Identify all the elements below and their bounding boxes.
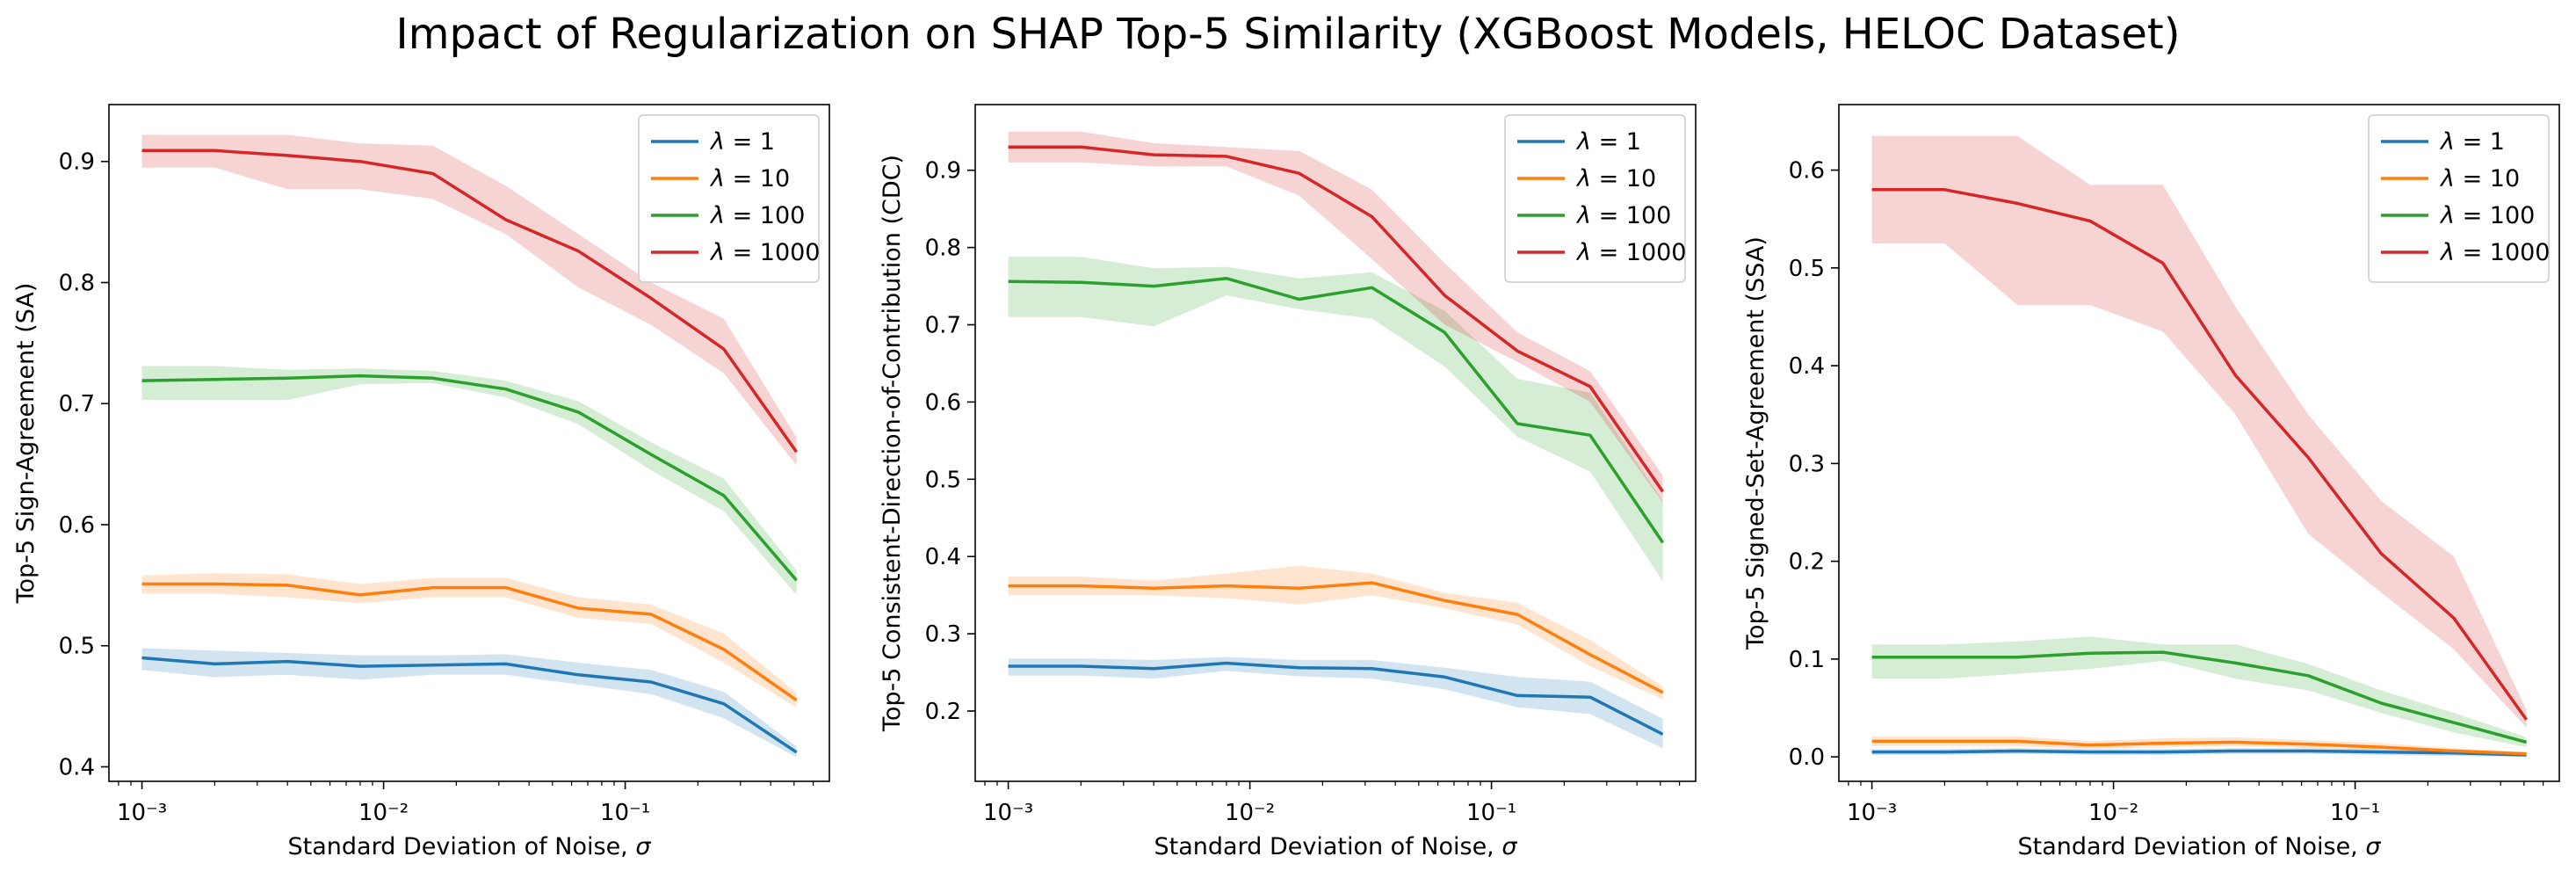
y-tick-label: 0.6 [1789,158,1825,185]
y-tick-label: 0.2 [925,699,961,725]
legend-label: λ = 1000 [2439,239,2551,266]
y-tick-label: 0.5 [1789,256,1825,282]
y-tick-label: 0.3 [1789,451,1825,477]
legend-box [638,114,820,283]
legend-label: λ = 1000 [1575,239,1687,266]
chart-panel-3: 0.0 0.1 0.2 0.3 0.4 0.5 0.6 10⁻³ 10⁻² 10⁻¹ Standar… [1742,104,2560,860]
confidence-band-series-2 [141,573,797,707]
x-tick-label: 10⁻¹ [600,800,650,826]
y-tick-label: 0.8 [59,270,95,296]
legend-label: λ = 10 [709,165,790,192]
legend-label: λ = 10 [2439,165,2520,192]
series-line-3 [1008,277,1665,544]
x-tick-label: 10⁻³ [117,800,167,826]
y-tick-label: 0.7 [925,313,961,339]
legend-label: λ = 10 [1575,165,1656,192]
plot-area [1871,135,2529,758]
confidence-band-series-2 [1008,565,1663,700]
legend-box [1504,114,1686,283]
plot-area [141,134,799,758]
legend-label: λ = 1000 [709,239,821,266]
y-tick-label: 0.5 [59,634,95,660]
x-tick-label: 10⁻² [1225,800,1275,826]
confidence-band-series-4 [1008,131,1663,503]
confidence-band-series-1 [1008,657,1663,749]
y-tick-label: 0.1 [1789,647,1825,673]
x-axis-label: Standard Deviation of Noise, σ [1154,833,1518,860]
legend-label: λ = 1 [709,128,775,156]
y-tick-label: 0.8 [925,236,961,262]
y-tick-label: 0.9 [925,158,961,185]
confidence-band-series-3 [1008,257,1663,582]
chart-panel-1: 0.4 0.5 0.6 0.7 0.8 0.9 10⁻³ 10⁻² 10⁻¹ Standard D… [12,104,830,860]
legend-label: λ = 1 [2439,128,2505,156]
series-line-2 [1008,581,1664,694]
series-line-2 [1871,739,2527,756]
y-axis-label: Top-5 Consistent-Direction-of-Contributi… [879,155,906,732]
legend-box [2368,114,2550,283]
axes-frame [1838,104,2560,782]
y-tick-label: 0.4 [1789,353,1825,380]
y-axis-label: Top-5 Sign-Agreement (SA) [12,283,40,605]
series-line-1 [1008,661,1664,736]
legend: λ = 1 λ = 10 λ = 100 λ = 1000 [638,114,821,283]
series-line-1 [1871,749,2527,757]
x-axis-label: Standard Deviation of Noise, σ [2018,833,2382,860]
x-tick-label: 10⁻² [2088,800,2138,826]
y-tick-label: 0.9 [59,149,95,176]
confidence-band-series-3 [141,366,797,595]
y-axis-label: Top-5 Signed-Set-Agreement (SSA) [1742,236,1769,650]
chart-panel-2: 0.2 0.3 0.4 0.5 0.6 0.7 0.8 0.9 10⁻³ 10⁻² 10⁻¹ Stan… [879,104,1697,860]
axes-frame [108,104,830,782]
y-tick-label: 0.3 [925,621,961,648]
confidence-band-series-3 [1871,636,2527,748]
y-tick-label: 0.2 [1789,549,1825,576]
legend-label: λ = 1 [1575,128,1641,156]
confidence-band-series-4 [1871,135,2527,728]
confidence-band-series-1 [141,648,797,758]
y-tick-label: 0.0 [1789,744,1825,771]
series-line-4 [1008,145,1665,493]
x-tick-label: 10⁻¹ [1466,800,1516,826]
legend-label: λ = 100 [2439,202,2535,229]
series-line-4 [141,149,799,454]
legend: λ = 1 λ = 10 λ = 100 λ = 1000 [2368,114,2551,283]
series-line-2 [141,582,798,702]
y-tick-label: 0.6 [59,512,95,539]
x-tick-label: 10⁻³ [983,800,1033,826]
y-tick-label: 0.4 [59,754,95,780]
y-tick-label: 0.7 [59,391,95,417]
x-tick-label: 10⁻² [358,800,409,826]
x-tick-label: 10⁻³ [1847,800,1897,826]
axes-frame [974,104,1697,782]
series-line-3 [1871,650,2528,744]
figure-title: Impact of Regularization on SHAP Top-5 S… [396,10,2181,59]
series-line-4 [1871,188,2529,721]
legend: λ = 1 λ = 10 λ = 100 λ = 1000 [1504,114,1687,283]
legend-label: λ = 100 [1575,202,1671,229]
series-line-1 [141,656,798,754]
x-axis-label: Standard Deviation of Noise, σ [288,833,652,860]
y-tick-label: 0.5 [925,467,961,493]
series-line-3 [141,374,798,582]
legend-label: λ = 100 [709,202,805,229]
plot-area [1008,131,1665,749]
confidence-band-series-4 [141,134,797,466]
y-tick-label: 0.6 [925,389,961,416]
x-tick-label: 10⁻¹ [2330,800,2380,826]
y-tick-label: 0.4 [925,544,961,570]
